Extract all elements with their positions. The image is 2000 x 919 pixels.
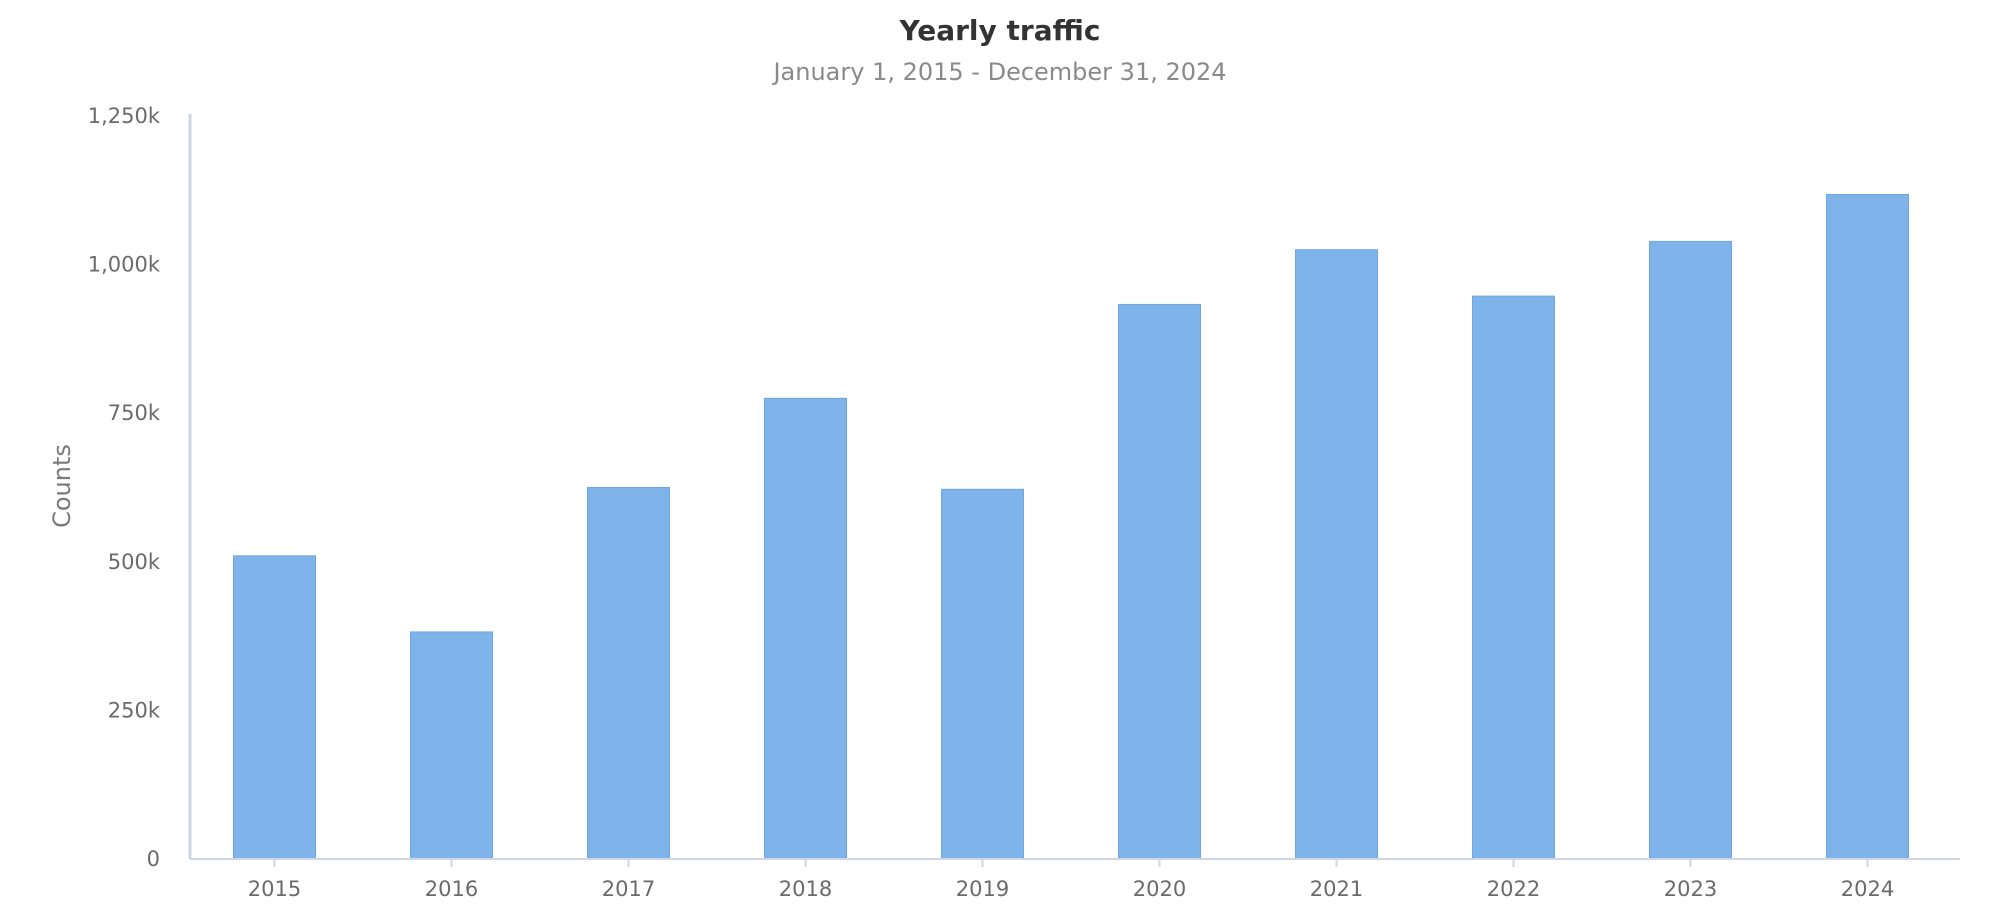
bars bbox=[233, 193, 1909, 860]
x-tick-label: 2020 bbox=[1133, 877, 1186, 901]
y-axis-ticks: 0 250k 500k 750k 1,000k 1,250k bbox=[88, 104, 161, 871]
y-tick-label: 750k bbox=[108, 401, 161, 425]
x-tick-label: 2024 bbox=[1841, 877, 1894, 901]
chart-title: Yearly traffic bbox=[899, 14, 1101, 47]
y-tick-label: 1,000k bbox=[88, 253, 161, 277]
x-tick-label: 2016 bbox=[425, 877, 478, 901]
x-tick-label: 2022 bbox=[1487, 877, 1540, 901]
y-tick-label: 0 bbox=[147, 847, 160, 871]
bar-2019[interactable] bbox=[941, 488, 1024, 860]
x-tick-label: 2018 bbox=[779, 877, 832, 901]
bar-2023[interactable] bbox=[1649, 240, 1732, 860]
bar-2015[interactable] bbox=[233, 555, 316, 860]
x-tick-label: 2019 bbox=[956, 877, 1009, 901]
bar-2024[interactable] bbox=[1826, 193, 1909, 860]
y-tick-label: 500k bbox=[108, 550, 161, 574]
bar-2016[interactable] bbox=[410, 631, 493, 860]
x-tick-label: 2015 bbox=[248, 877, 301, 901]
y-tick-label: 1,250k bbox=[88, 104, 161, 128]
x-tick-label: 2021 bbox=[1310, 877, 1363, 901]
bar-2021[interactable] bbox=[1295, 249, 1378, 860]
bar-2022[interactable] bbox=[1472, 295, 1555, 860]
x-axis-ticks: 2015 2016 2017 2018 2019 2020 2021 2022 2023 2024 bbox=[248, 859, 1894, 901]
x-tick-label: 2017 bbox=[602, 877, 655, 901]
x-tick-label: 2023 bbox=[1664, 877, 1717, 901]
bar-2020[interactable] bbox=[1118, 303, 1201, 860]
bar-2017[interactable] bbox=[587, 487, 670, 860]
chart-subtitle: January 1, 2015 - December 31, 2024 bbox=[773, 58, 1227, 86]
bar-2018[interactable] bbox=[764, 397, 847, 860]
y-tick-label: 250k bbox=[108, 698, 161, 722]
